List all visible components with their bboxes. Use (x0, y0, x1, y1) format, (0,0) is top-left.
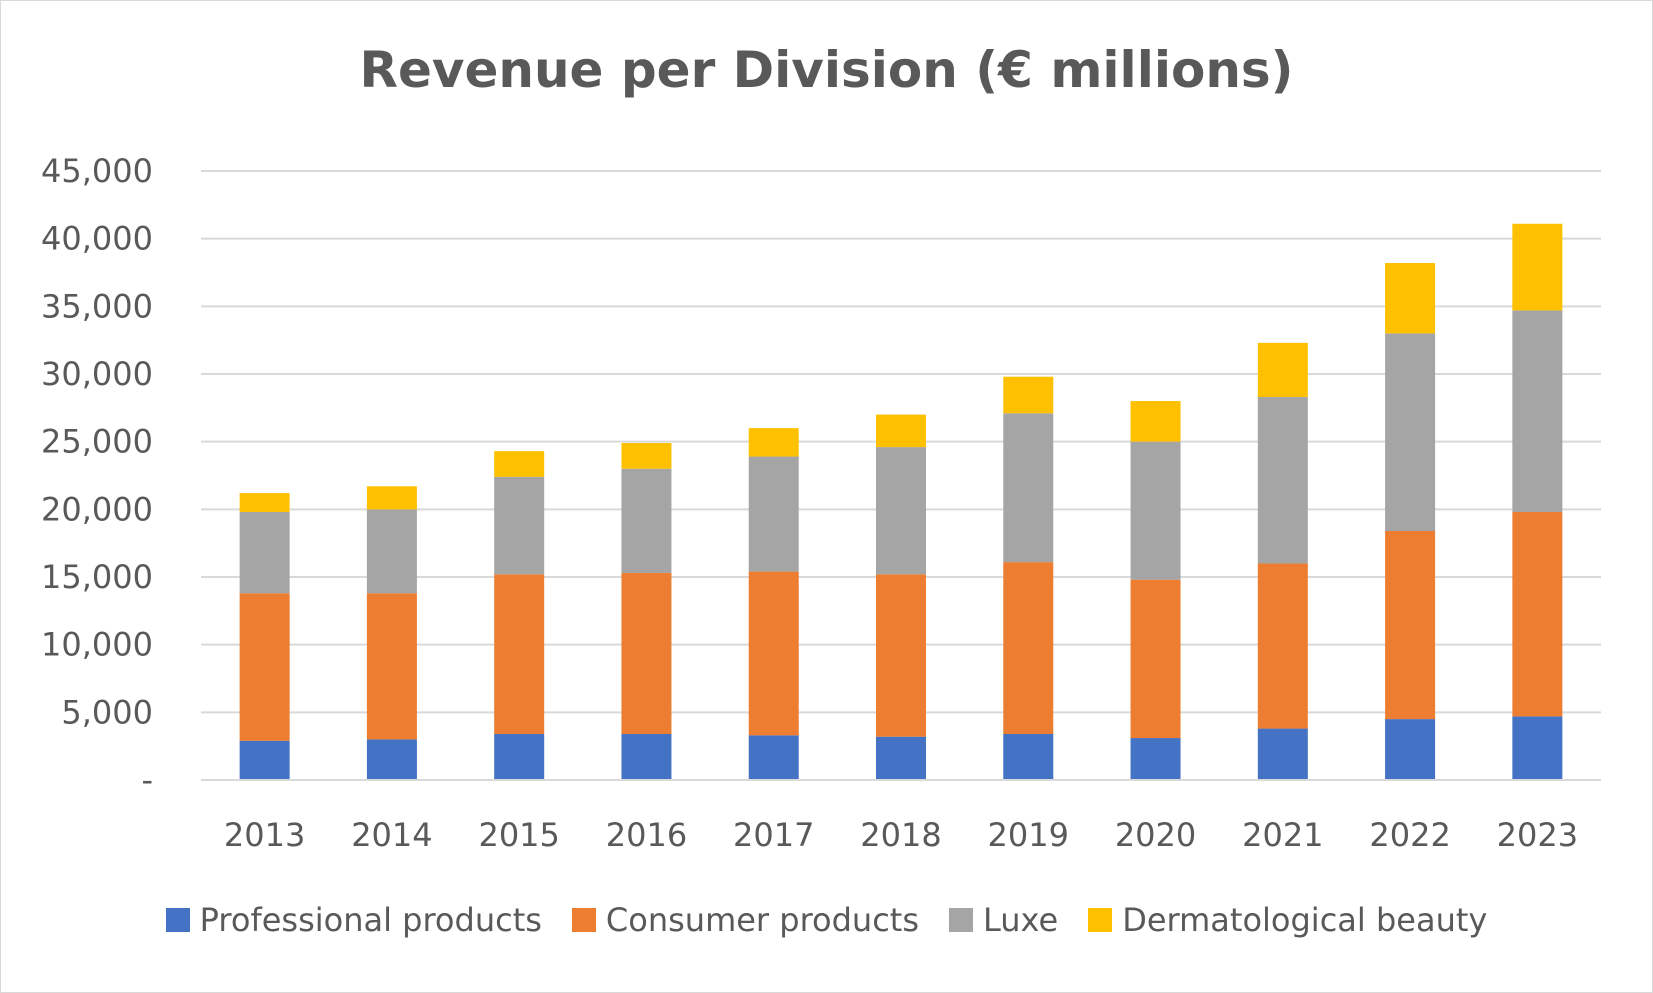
y-tick-label: 40,000 (41, 220, 153, 258)
x-tick-label: 2014 (351, 816, 432, 854)
bar-luxe-2019 (1003, 413, 1054, 563)
bar-professional-products-2013 (239, 740, 290, 780)
y-tick-label: 10,000 (41, 626, 153, 664)
bar-luxe-2022 (1385, 333, 1436, 531)
x-tick-label: 2017 (733, 816, 814, 854)
bar-dermatological-beauty-2014 (366, 486, 417, 510)
bar-dermatological-beauty-2021 (1257, 342, 1308, 398)
bar-consumer-products-2017 (748, 571, 799, 736)
bar-professional-products-2021 (1257, 728, 1308, 780)
bar-luxe-2020 (1130, 441, 1181, 580)
x-tick-label: 2020 (1115, 816, 1196, 854)
y-tick-label: 45,000 (41, 152, 153, 190)
bar-dermatological-beauty-2018 (876, 414, 926, 448)
bar-luxe-2017 (748, 456, 799, 572)
x-tick-label: 2019 (988, 816, 1069, 854)
bar-professional-products-2022 (1385, 719, 1436, 780)
legend-label: Consumer products (605, 901, 919, 939)
chart-legend: Professional products Consumer products Lu… (1, 901, 1652, 939)
y-tick-label: 15,000 (41, 558, 153, 596)
x-tick-label: 2015 (478, 816, 559, 854)
bar-consumer-products-2020 (1130, 579, 1181, 739)
bar-luxe-2016 (621, 468, 672, 573)
bar-consumer-products-2021 (1257, 563, 1308, 729)
legend-swatch (571, 908, 596, 932)
legend-label: Dermatological beauty (1122, 901, 1488, 939)
legend-swatch (949, 908, 973, 932)
bar-consumer-products-2014 (366, 593, 417, 740)
bar-luxe-2023 (1512, 310, 1563, 513)
bar-dermatological-beauty-2015 (494, 451, 545, 477)
bar-luxe-2015 (494, 476, 545, 575)
bar-dermatological-beauty-2020 (1130, 401, 1181, 442)
bar-professional-products-2023 (1512, 716, 1563, 780)
y-tick-label: 5,000 (61, 693, 153, 731)
bar-luxe-2014 (366, 509, 417, 594)
bar-dermatological-beauty-2023 (1512, 223, 1563, 311)
legend-label: Professional products (199, 901, 542, 939)
legend-swatch (165, 908, 190, 932)
y-tick-label: - (141, 761, 153, 799)
x-tick-label: 2023 (1497, 816, 1578, 854)
bar-dermatological-beauty-2013 (239, 493, 290, 513)
bar-dermatological-beauty-2017 (748, 428, 799, 457)
bar-luxe-2018 (876, 447, 926, 575)
bar-dermatological-beauty-2022 (1385, 263, 1436, 334)
legend-item: Professional products (165, 901, 542, 939)
x-tick-label: 2021 (1242, 816, 1323, 854)
bar-professional-products-2019 (1003, 733, 1054, 780)
x-tick-label: 2022 (1369, 816, 1450, 854)
bar-professional-products-2017 (748, 735, 799, 780)
bar-consumer-products-2019 (1003, 562, 1054, 734)
legend-item: Luxe (949, 901, 1058, 939)
chart-title: Revenue per Division (€ millions) (359, 41, 1294, 99)
legend-item: Dermatological beauty (1088, 901, 1487, 939)
bar-luxe-2013 (239, 512, 290, 594)
bar-consumer-products-2018 (876, 574, 926, 737)
legend-item: Consumer products (571, 901, 919, 939)
bar-professional-products-2016 (621, 733, 672, 780)
bar-dermatological-beauty-2019 (1003, 376, 1054, 414)
legend-swatch (1088, 908, 1113, 932)
bar-professional-products-2014 (366, 739, 417, 780)
y-tick-label: 35,000 (41, 287, 153, 325)
bar-consumer-products-2015 (494, 574, 545, 734)
y-tick-label: 25,000 (41, 423, 153, 461)
bar-professional-products-2015 (494, 733, 545, 780)
legend-label: Luxe (983, 901, 1059, 939)
bar-consumer-products-2013 (239, 593, 290, 741)
x-tick-label: 2018 (860, 816, 941, 854)
x-tick-label: 2016 (606, 816, 687, 854)
bar-professional-products-2020 (1130, 738, 1181, 780)
bar-consumer-products-2016 (621, 572, 672, 734)
y-tick-label: 20,000 (41, 490, 153, 528)
bar-luxe-2021 (1257, 397, 1308, 564)
bar-dermatological-beauty-2016 (621, 443, 672, 469)
bar-consumer-products-2023 (1512, 512, 1563, 717)
bar-consumer-products-2022 (1385, 530, 1436, 720)
y-tick-label: 30,000 (41, 355, 153, 393)
bar-professional-products-2018 (876, 736, 926, 780)
x-tick-label: 2013 (224, 816, 305, 854)
